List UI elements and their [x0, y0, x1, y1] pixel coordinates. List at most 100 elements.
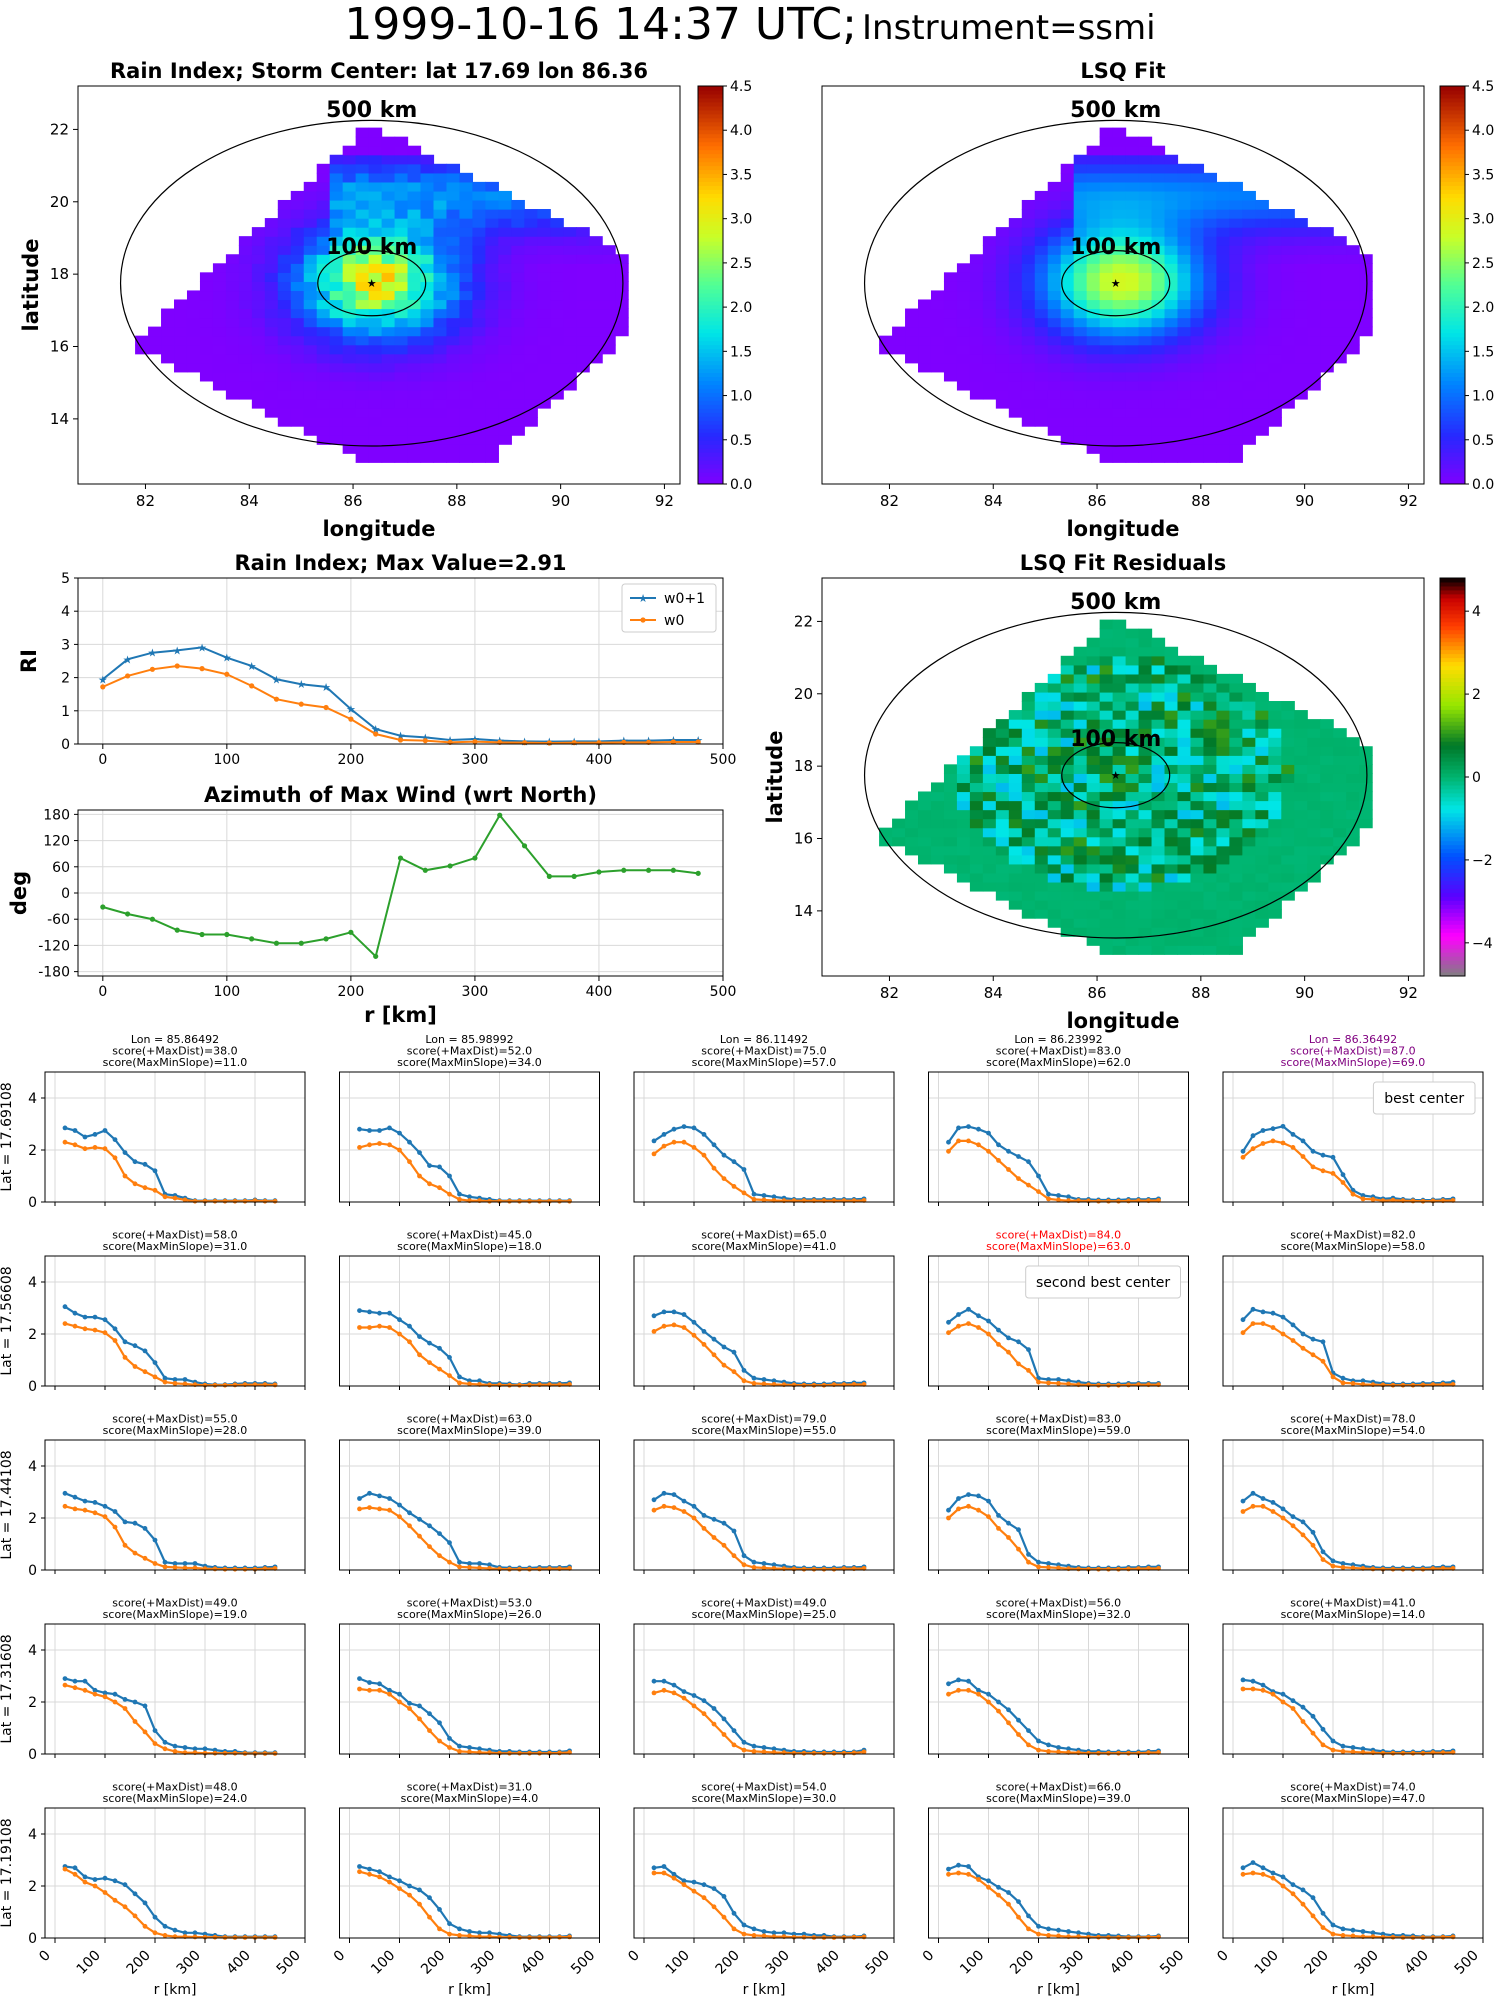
map-cell [1216, 236, 1230, 246]
candidate-panel-2-1 [339, 1440, 600, 1574]
map-cell [969, 317, 984, 328]
map-cell [1268, 317, 1282, 328]
map-cell [511, 236, 525, 246]
colorbar-segment [1440, 352, 1465, 358]
map-cell [1203, 453, 1218, 463]
ring-label-100km: 100 km [326, 235, 417, 260]
data-point [132, 1550, 138, 1556]
data-point [82, 1498, 88, 1504]
map-cell [589, 245, 603, 255]
map-cell [1073, 737, 1088, 747]
candidate-title-line: score(MaxMinSlope)=54.0 [1281, 1424, 1426, 1437]
map-cell [1294, 746, 1308, 756]
map-cell [1190, 444, 1205, 454]
data-point [1106, 1750, 1111, 1756]
map-cell [1138, 773, 1153, 784]
map-cell [1034, 701, 1049, 711]
map-cell [1060, 408, 1075, 418]
data-point [1410, 1382, 1416, 1388]
map-cell [1060, 900, 1075, 910]
data-point [367, 1325, 372, 1330]
map-cell [1229, 782, 1243, 793]
map-cell [446, 326, 461, 337]
map-cell [1060, 827, 1075, 838]
data-point [557, 1198, 562, 1204]
map-cell [381, 272, 396, 282]
map-cell [1034, 682, 1049, 693]
map-cell [511, 417, 525, 427]
map-cell [1229, 872, 1243, 883]
map-cell [174, 335, 188, 346]
map-cell [1242, 299, 1256, 310]
colorbar-segment [1440, 932, 1465, 937]
map-cell [1281, 254, 1295, 264]
map-cell [1034, 245, 1049, 255]
map-cell [1008, 362, 1023, 373]
data-point [741, 1739, 747, 1745]
data-point [477, 1378, 482, 1384]
xtick-label: 400 [518, 1948, 548, 1978]
ring-100km [1061, 742, 1171, 809]
colorbar-segment [698, 121, 723, 127]
data-point [731, 1184, 737, 1189]
map-cell [1060, 701, 1075, 711]
map-cell [459, 380, 474, 391]
data-point [507, 1934, 512, 1940]
map-cell [1216, 181, 1230, 192]
data-point [1126, 1935, 1131, 1940]
map-cell [1294, 389, 1308, 400]
map-cell [1008, 863, 1023, 874]
map-cell [1229, 181, 1243, 192]
map-cell [524, 371, 538, 382]
data-point [149, 916, 156, 922]
map-cell [1333, 845, 1347, 856]
map-cell [290, 209, 305, 219]
map-cell [1229, 227, 1243, 237]
data-point [1036, 1189, 1041, 1194]
map-cell [394, 272, 409, 282]
map-cell [1203, 190, 1218, 201]
data-point [162, 1933, 168, 1938]
map-cell [1294, 827, 1308, 838]
map-cell [446, 281, 461, 292]
map-cell [1268, 854, 1282, 865]
colorbar-segment [698, 296, 723, 302]
map-cell [1073, 691, 1088, 702]
map-cell [238, 254, 253, 264]
candidate-panel-0-2 [634, 1072, 895, 1206]
colorbar-segment [1440, 868, 1465, 874]
map-cell [1294, 854, 1308, 865]
map-cell [1164, 199, 1179, 210]
map-cell [1086, 701, 1101, 711]
candidate-title-line: score(+MaxDist)=78.0 [1290, 1413, 1415, 1426]
data-point [1280, 1515, 1286, 1521]
map-cell [303, 299, 318, 310]
map-cell [1216, 281, 1230, 292]
map-cell [1125, 655, 1140, 666]
map-cell [1047, 691, 1062, 702]
map-cell [1307, 326, 1321, 337]
data-point [701, 1882, 707, 1888]
colorbar-segment [698, 316, 723, 322]
map-cell [905, 353, 919, 364]
map-cell [1255, 710, 1269, 720]
map-cell [1346, 800, 1360, 811]
data-point [82, 1146, 88, 1152]
map-cell [1203, 218, 1218, 228]
data-point [1330, 1558, 1336, 1564]
xtick-label: 0 [1214, 1948, 1232, 1966]
map-cell [1099, 227, 1114, 237]
map-cell [1216, 719, 1230, 729]
colorbar-segment [1440, 884, 1465, 889]
colorbar-segment [1440, 597, 1465, 603]
colorbar-segment [1440, 376, 1465, 382]
data-point [507, 1750, 512, 1756]
map-cell [537, 281, 551, 292]
map-cell [407, 290, 422, 301]
map-cell [1060, 254, 1075, 264]
map-cell [1164, 936, 1179, 946]
map-cell [446, 236, 461, 246]
map-xtick-label: 84 [984, 984, 1003, 1002]
data-point [946, 1871, 951, 1877]
map-cell [1229, 335, 1243, 346]
